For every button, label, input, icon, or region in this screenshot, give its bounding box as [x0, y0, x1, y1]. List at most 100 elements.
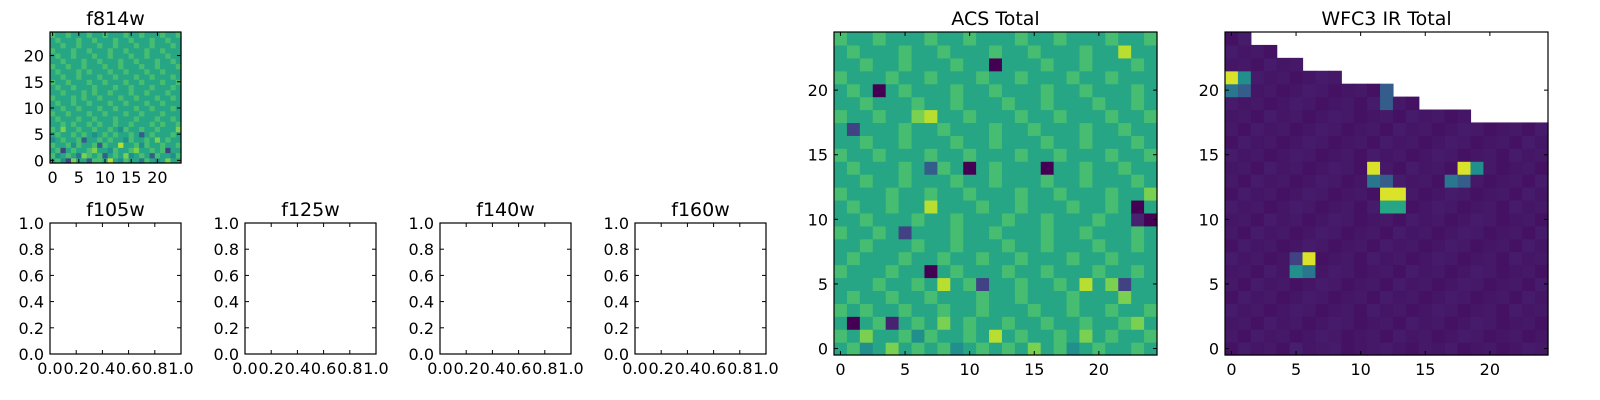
heatmap-cell	[963, 44, 977, 59]
heatmap-cell	[1040, 342, 1055, 356]
heatmap-cell	[1341, 109, 1355, 124]
heatmap-cell	[144, 68, 151, 75]
heatmap-cell	[1302, 264, 1317, 279]
heatmap-cell	[1496, 238, 1510, 253]
heatmap-cell	[976, 264, 990, 279]
heatmap-cell	[112, 105, 119, 112]
heatmap-cell	[989, 109, 1003, 124]
heatmap-cell	[989, 342, 1003, 356]
axes-frame	[244, 222, 377, 355]
heatmap-cell	[1066, 251, 1081, 266]
heatmap-cell	[170, 142, 177, 148]
heatmap-cell	[76, 131, 83, 138]
heatmap-cell	[86, 37, 93, 44]
heatmap-cell	[898, 225, 913, 240]
heatmap-cell	[1092, 187, 1106, 201]
heatmap-cell	[1118, 187, 1132, 201]
heatmap-cell	[165, 32, 172, 38]
heatmap-cell	[1496, 329, 1510, 343]
heatmap-cell	[1040, 148, 1055, 162]
heatmap-cell	[1392, 161, 1407, 175]
heatmap-cell	[1289, 83, 1304, 98]
heatmap-cell	[976, 32, 990, 46]
heatmap-cell	[50, 100, 56, 106]
heatmap-cell	[154, 131, 161, 138]
heatmap-cell	[1289, 212, 1304, 227]
heatmap-cell	[102, 37, 109, 44]
heatmap-cell	[950, 251, 964, 266]
heatmap-cell	[976, 329, 990, 343]
heatmap-cell	[1105, 109, 1119, 124]
heatmap-cell	[834, 32, 848, 46]
heatmap-cell	[1315, 199, 1329, 214]
heatmap-cell	[1014, 225, 1029, 240]
heatmap-cell	[1418, 199, 1433, 214]
heatmap-cell	[1431, 148, 1446, 162]
heatmap-cell	[76, 115, 83, 122]
heatmap-cell	[1263, 122, 1278, 136]
heatmap-cell	[1367, 187, 1381, 201]
heatmap-cell	[112, 79, 119, 85]
heatmap-cell	[1509, 199, 1523, 214]
heatmap-cell	[898, 57, 913, 72]
heatmap-cell	[160, 63, 166, 70]
heatmap-cell	[1092, 238, 1106, 253]
y-tick-label: 10	[1199, 210, 1219, 229]
heatmap-cell	[1289, 187, 1304, 201]
heatmap-cell	[1341, 225, 1355, 240]
heatmap-cell	[123, 58, 130, 65]
heatmap-cell	[1092, 57, 1106, 72]
heatmap-cell	[107, 37, 114, 44]
heatmap-cell	[885, 57, 900, 72]
heatmap-cell	[1105, 251, 1119, 266]
heatmap-cell	[1431, 212, 1446, 227]
heatmap-cell	[97, 47, 103, 54]
heatmap-cell	[924, 199, 938, 214]
heatmap-cell	[1496, 199, 1510, 214]
heatmap-cell	[924, 70, 938, 85]
heatmap-cell	[1131, 109, 1145, 124]
heatmap-cell	[50, 42, 56, 49]
heatmap-cell	[91, 126, 98, 133]
heatmap-cell	[885, 329, 900, 343]
heatmap-cell	[1092, 161, 1106, 175]
heatmap-cell	[1392, 148, 1407, 162]
heatmap-cell	[1418, 329, 1433, 343]
heatmap-cell	[128, 126, 135, 133]
heatmap-cell	[139, 121, 145, 127]
heatmap-cell	[1418, 122, 1433, 136]
heatmap-cell	[1263, 199, 1278, 214]
heatmap-cell	[989, 329, 1003, 343]
heatmap-cell	[118, 84, 124, 91]
heatmap-cell	[123, 73, 130, 80]
heatmap-cell	[149, 89, 156, 96]
heatmap-cell	[170, 136, 177, 143]
heatmap-cell	[911, 225, 926, 240]
heatmap-cell	[1144, 290, 1158, 304]
heatmap-cell	[898, 44, 913, 59]
heatmap-cell	[165, 121, 172, 127]
heatmap-cell	[950, 329, 964, 343]
heatmap-cell	[1354, 187, 1368, 201]
x-tick-label: 0.2	[258, 359, 283, 378]
heatmap-cell	[1535, 212, 1549, 227]
heatmap-cell	[1289, 238, 1304, 253]
heatmap-cell	[175, 47, 182, 54]
heatmap-cell	[60, 42, 67, 49]
heatmap-cell	[1535, 238, 1549, 253]
heatmap-cell	[1431, 264, 1446, 279]
heatmap-cell	[81, 105, 88, 112]
heatmap-cell	[70, 47, 77, 54]
heatmap-cell	[1014, 135, 1029, 149]
heatmap-cell	[1522, 199, 1536, 214]
x-tick-label: 10	[95, 168, 115, 187]
heatmap-cell	[1027, 264, 1042, 279]
panel-title: f814w	[86, 8, 145, 30]
heatmap-cell	[1027, 238, 1042, 253]
heatmap-cell	[128, 89, 135, 96]
heatmap-cell	[1276, 148, 1291, 162]
heatmap-cell	[50, 58, 56, 65]
heatmap-cell	[924, 264, 938, 279]
heatmap-cell	[55, 73, 62, 80]
